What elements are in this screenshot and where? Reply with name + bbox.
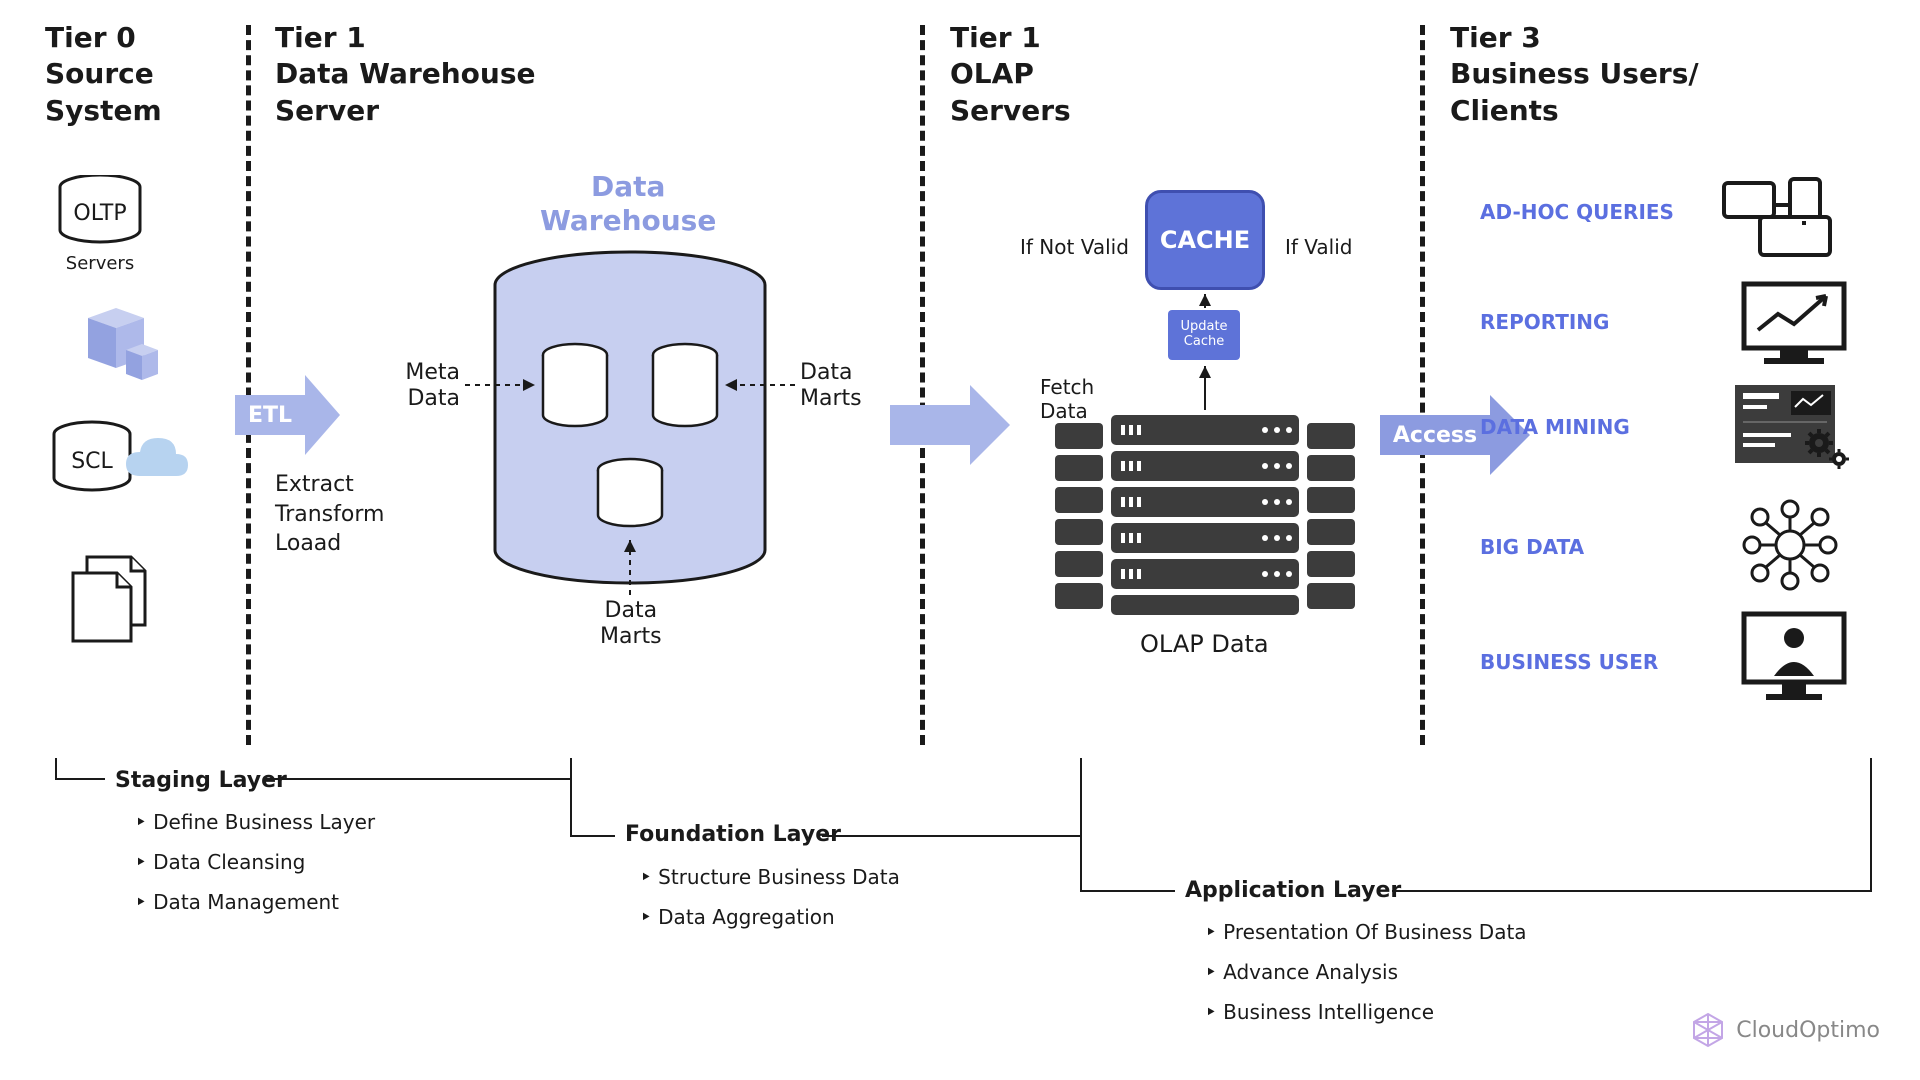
application-title: Application Layer [1185,878,1401,903]
olap-arrows [1100,290,1300,430]
foundation-bracket-left [570,780,572,835]
tier3-line1: Tier 3 [1450,20,1699,56]
mining-icon [1735,385,1855,475]
tier1b-line3: Servers [950,93,1071,129]
dw-meta-label: MetaData [400,360,460,413]
scl-source: SCL [50,420,190,514]
foundation-item-1: Structure Business Data [640,865,900,889]
application-bracket-hr [1392,890,1872,892]
foundation-bracket-hr [822,835,1082,837]
staging-bracket-hl [55,758,105,780]
dw-title: Data Warehouse [540,170,716,237]
dw-marts-right-label: DataMarts [800,360,862,413]
client-adhoc: AD-HOC QUERIES [1480,200,1674,224]
dw-to-olap-arrow [890,385,1010,465]
tier1b-line1: Tier 1 [950,20,1071,56]
etl-description: Extract Transform Loaad [275,470,384,559]
etl-arrow-label: ETL [248,403,292,428]
etl-desc-3: Loaad [275,529,384,559]
oltp-cylinder-icon: OLTP [55,175,145,245]
reporting-icon [1740,280,1850,370]
adhoc-icon [1720,175,1850,260]
separator-3 [1420,25,1425,745]
tier1a-line2: Data Warehouse [275,56,536,92]
foundation-title: Foundation Layer [625,822,841,847]
logo-icon [1688,1010,1728,1050]
logo-text: CloudOptimo [1736,1018,1880,1043]
client-mining: DATA MINING [1480,415,1630,439]
tier3-line2: Business Users/ [1450,56,1699,92]
oltp-source: OLTP Servers [55,175,145,274]
cubes-icon [60,300,160,390]
scl-label: SCL [71,449,113,474]
cloudoptimo-logo: CloudOptimo [1688,1010,1880,1050]
oltp-label: OLTP [73,201,126,226]
application-item-2: Advance Analysis [1205,960,1398,984]
tier0-line2: Source [45,56,162,92]
staging-item-2: Data Cleansing [135,850,305,874]
docs-source [65,555,155,654]
staging-item-3: Data Management [135,890,339,914]
client-bigdata: BIG DATA [1480,535,1584,559]
server-rack-icon [1055,415,1355,615]
if-not-valid-label: If Not Valid [1020,235,1129,259]
tier1a-header: Tier 1 Data Warehouse Server [275,20,536,129]
dw-title-1: Data [540,170,716,204]
etl-arrow: ETL [235,375,340,455]
client-user: BUSINESS USER [1480,650,1658,674]
tier3-line3: Clients [1450,93,1699,129]
application-item-1: Presentation Of Business Data [1205,920,1527,944]
cache-box: CACHE [1145,190,1265,290]
staging-item-1: Define Business Layer [135,810,375,834]
tier0-line3: System [45,93,162,129]
client-reporting: REPORTING [1480,310,1609,334]
dw-annotation-arrows [400,250,860,620]
scl-icon: SCL [50,420,190,510]
cube-source [60,300,160,394]
tier1a-line1: Tier 1 [275,20,536,56]
documents-icon [65,555,155,650]
access-arrow-label: Access [1393,423,1477,448]
etl-desc-1: Extract [275,470,384,500]
cache-label: CACHE [1160,226,1250,254]
dw-marts-bottom-label: DataMarts [600,598,662,651]
tier3-header: Tier 3 Business Users/ Clients [1450,20,1699,129]
tier1b-line2: OLAP [950,56,1071,92]
etl-desc-2: Transform [275,500,384,530]
olap-data-label: OLAP Data [1140,630,1269,658]
if-valid-label: If Valid [1285,235,1353,259]
application-bracket-right [1870,758,1872,890]
application-bracket-hl [1080,890,1175,892]
application-item-3: Business Intelligence [1205,1000,1434,1024]
foundation-item-2: Data Aggregation [640,905,835,929]
staging-title: Staging Layer [115,768,287,793]
olap-server-rack [1055,415,1355,619]
foundation-bracket-right [1080,758,1082,835]
tier0-line1: Tier 0 [45,20,162,56]
tier1a-line3: Server [275,93,536,129]
business-user-icon [1740,610,1850,710]
tier1b-header: Tier 1 OLAP Servers [950,20,1071,129]
bigdata-icon [1730,495,1850,595]
application-bracket-left [1080,835,1082,890]
tier0-header: Tier 0 Source System [45,20,162,129]
staging-bracket-hr [265,758,572,780]
dw-title-2: Warehouse [540,204,716,238]
foundation-bracket-hl [570,835,615,837]
oltp-sub-label: Servers [55,253,145,274]
